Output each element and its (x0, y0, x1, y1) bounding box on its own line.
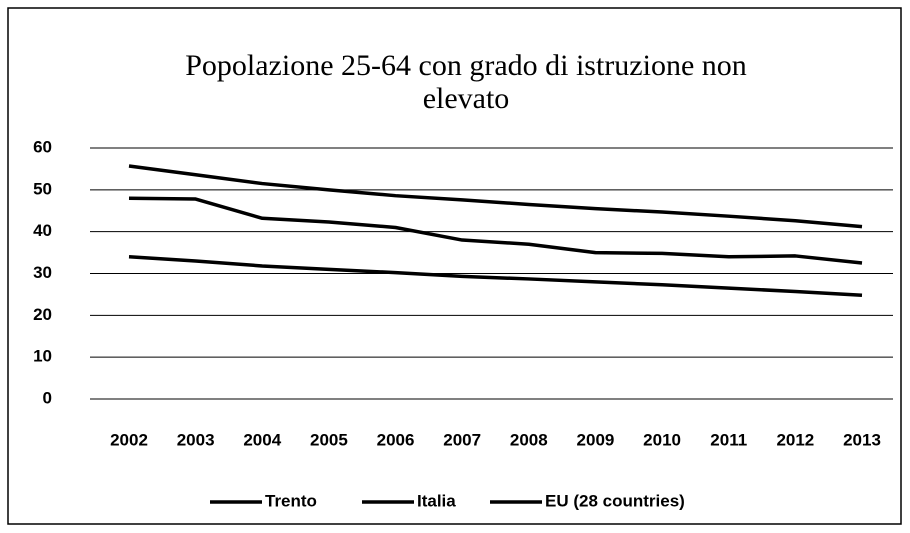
chart-title: Popolazione 25-64 con grado di istruzion… (185, 49, 747, 82)
x-tick-label: 2005 (310, 430, 348, 449)
x-tick-label: 2006 (377, 430, 415, 449)
x-tick-label: 2008 (510, 430, 548, 449)
legend-label: EU (28 countries) (545, 491, 685, 510)
x-tick-label: 2003 (177, 430, 215, 449)
legend-label: Italia (417, 491, 456, 510)
y-tick-label: 20 (33, 305, 52, 324)
series-line (128, 164, 863, 229)
x-tick-label: 2002 (110, 430, 148, 449)
y-tick-label: 0 (43, 388, 52, 407)
legend-label: Trento (265, 491, 317, 510)
y-tick-label: 60 (33, 137, 52, 156)
y-tick-label: 50 (33, 179, 52, 198)
y-tick-label: 40 (33, 221, 52, 240)
series-line (128, 255, 863, 298)
x-tick-label: 2010 (643, 430, 681, 449)
chart-border (7, 7, 902, 525)
x-tick-label: 2009 (577, 430, 615, 449)
x-tick-label: 2012 (776, 430, 814, 449)
x-tick-label: 2011 (710, 430, 747, 449)
x-tick-label: 2013 (843, 430, 881, 449)
x-tick-label: 2004 (243, 430, 281, 449)
chart-title: elevato (423, 82, 510, 115)
y-tick-label: 10 (33, 347, 52, 366)
x-tick-label: 2007 (443, 430, 481, 449)
y-tick-label: 30 (33, 263, 52, 282)
series-line (128, 196, 863, 265)
